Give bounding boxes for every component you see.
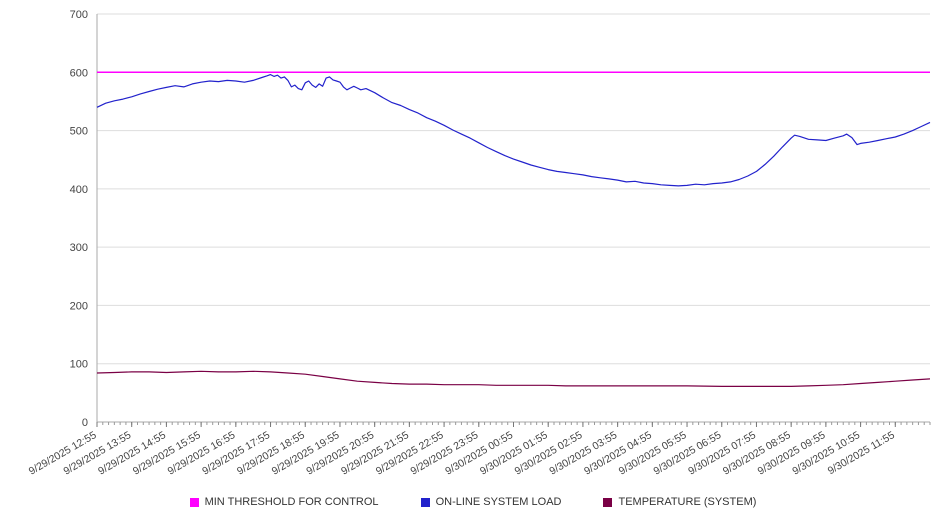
svg-text:400: 400 — [70, 184, 88, 196]
chart-legend: MIN THRESHOLD FOR CONTROL ON-LINE SYSTEM… — [0, 490, 946, 514]
legend-label-system-load: ON-LINE SYSTEM LOAD — [435, 496, 562, 508]
svg-text:300: 300 — [70, 242, 88, 254]
legend-swatch-temperature-icon — [603, 497, 613, 507]
legend-swatch-system-load-icon — [420, 497, 430, 507]
svg-text:700: 700 — [70, 9, 88, 21]
legend-label-min-threshold: MIN THRESHOLD FOR CONTROL — [204, 496, 379, 508]
svg-text:500: 500 — [70, 126, 88, 138]
legend-swatch-min-threshold-icon — [189, 497, 199, 507]
legend-label-temperature: TEMPERATURE (SYSTEM) — [618, 496, 757, 508]
svg-text:0: 0 — [82, 417, 88, 429]
svg-text:600: 600 — [70, 67, 88, 79]
svg-text:100: 100 — [70, 359, 88, 371]
legend-item-system-load: ON-LINE SYSTEM LOAD — [420, 496, 562, 508]
svg-text:200: 200 — [70, 300, 88, 312]
legend-item-min-threshold: MIN THRESHOLD FOR CONTROL — [189, 496, 379, 508]
legend-item-temperature: TEMPERATURE (SYSTEM) — [603, 496, 756, 508]
